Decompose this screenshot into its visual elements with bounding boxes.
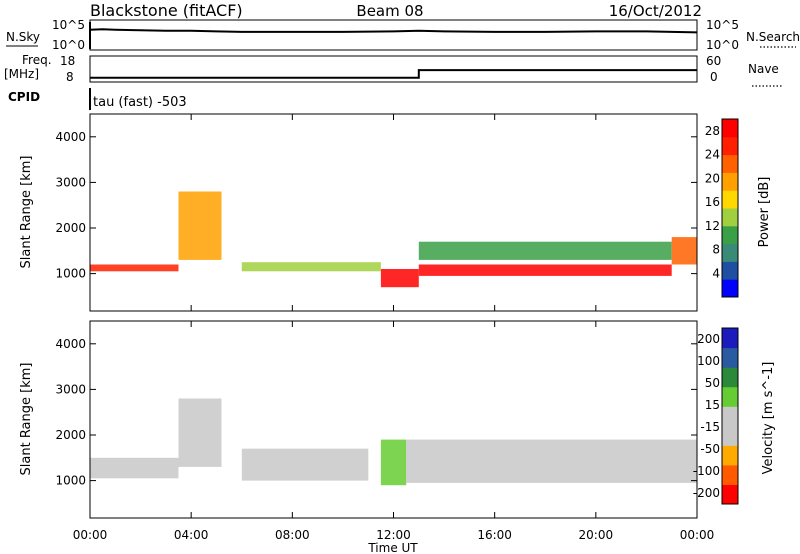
velocity-colorbar-swatch-3 xyxy=(722,425,738,446)
power-colorbar-swatch-1 xyxy=(722,261,738,280)
title-center: Beam 08 xyxy=(356,2,423,20)
velocity-colorbar-tick-0: 200 xyxy=(697,332,720,346)
echo-band-1 xyxy=(178,191,222,260)
velocity-colorbar-tick-5: -50 xyxy=(700,442,720,456)
velocity-colorbar-title: Velocity [m s^-1] xyxy=(761,362,776,475)
noise-tick-left-bottom: 10^0 xyxy=(52,38,85,52)
velocity-colorbar-swatch-2 xyxy=(722,445,738,466)
power-colorbar-tick-4: 20 xyxy=(705,171,720,185)
velocity-colorbar-swatch-5 xyxy=(722,386,738,407)
echo-band-3 xyxy=(380,269,419,288)
freq-right-label: Nave xyxy=(748,62,779,76)
velocity-colorbar-frame xyxy=(721,327,739,505)
velocity-colorbar-tick-7: -200 xyxy=(693,486,720,500)
power-colorbar-swatch-7 xyxy=(722,154,738,173)
velocity-colorbar-swatch-8 xyxy=(722,328,738,349)
x-axis: 00:00 04:00 08:00 12:00 16:00 20:00 00:00 xyxy=(73,114,715,542)
power-data-layer xyxy=(90,191,697,288)
velocity-colorbar-swatch-1 xyxy=(722,464,738,485)
power-colorbar-tick-3: 16 xyxy=(705,195,720,209)
power-colorbar-tick-6: 28 xyxy=(705,124,720,138)
power-colorbar: 4 8 12 16 20 24 28 xyxy=(705,118,739,298)
power-colorbar-swatch-3 xyxy=(722,225,738,245)
frequency-line xyxy=(90,69,697,79)
velocity-y-axis-title: Slant Range [km] xyxy=(19,363,34,476)
freq-label-line1: Freq. xyxy=(22,53,52,67)
freq-tick-right-top: 60 xyxy=(706,54,721,68)
freq-panel-frame xyxy=(89,55,698,83)
power-colorbar-frame xyxy=(721,118,739,298)
power-y-axis: 1000 2000 3000 4000 xyxy=(55,130,697,281)
y-tick-label-3: 4000 xyxy=(55,130,86,144)
power-colorbar-tick-0: 4 xyxy=(712,266,720,280)
freq-tick-left-bottom: 8 xyxy=(66,70,74,84)
x-tick-label-2: 08:00 xyxy=(275,528,310,542)
velocity-colorbar-swatch-4 xyxy=(722,406,738,427)
velocity-colorbar-swatch-6 xyxy=(722,367,738,388)
power-colorbar-title: Power [dB] xyxy=(757,177,772,248)
y-tick-label-2: 3000 xyxy=(55,382,86,396)
velocity-colorbar-tick-6: -100 xyxy=(693,464,720,478)
velocity-data-layer xyxy=(90,398,697,486)
velocity-colorbar-tick-2: 50 xyxy=(705,376,720,390)
freq-tick-left-top: 18 xyxy=(60,54,75,68)
velocity-y-axis: 1000 2000 3000 4000 xyxy=(55,337,697,488)
noise-tick-right-bottom: 10^0 xyxy=(706,38,739,52)
title-right: 16/Oct/2012 xyxy=(609,2,702,20)
power-colorbar-swatch-5 xyxy=(722,190,738,209)
y-tick-label-0: 1000 xyxy=(55,267,86,281)
x-axis-title: Time UT xyxy=(367,541,418,554)
freq-tick-right-bottom: 0 xyxy=(710,70,718,84)
echo-band-1 xyxy=(178,398,222,467)
echo-band-2 xyxy=(241,448,369,481)
title-left: Blackstone (fitACF) xyxy=(90,1,243,20)
y-tick-label-1: 2000 xyxy=(55,428,86,442)
power-colorbar-swatch-2 xyxy=(722,243,738,262)
power-y-axis-title: Slant Range [km] xyxy=(19,156,34,269)
velocity-colorbar-swatch-7 xyxy=(722,347,738,368)
echo-band-2 xyxy=(241,262,381,272)
echo-band-3 xyxy=(380,439,407,486)
x-tick-label-6: 00:00 xyxy=(680,528,715,542)
cpid-mode-text: tau (fast) -503 xyxy=(93,95,187,110)
y-tick-label-1: 2000 xyxy=(55,221,86,235)
echo-band-4 xyxy=(406,439,697,483)
freq-label-line2: [MHz] xyxy=(4,67,39,81)
noise-right-label: N.Search xyxy=(746,30,800,44)
power-colorbar-swatch-4 xyxy=(722,208,738,227)
velocity-colorbar-tick-1: 100 xyxy=(697,354,720,368)
echo-band-4 xyxy=(418,264,672,276)
noise-sky-line xyxy=(89,28,698,34)
power-colorbar-swatch-0 xyxy=(722,279,738,298)
x-tick-label-5: 20:00 xyxy=(579,528,614,542)
x-tick-label-4: 16:00 xyxy=(477,528,512,542)
echo-band-5 xyxy=(418,241,672,260)
y-tick-label-2: 3000 xyxy=(55,175,86,189)
echo-band-6 xyxy=(671,237,697,265)
noise-tick-right-top: 10^5 xyxy=(706,18,739,32)
cpid-label: CPID xyxy=(8,90,40,104)
power-colorbar-tick-1: 8 xyxy=(712,243,720,257)
velocity-colorbar-swatch-0 xyxy=(722,484,738,505)
y-tick-label-3: 4000 xyxy=(55,337,86,351)
power-colorbar-swatch-6 xyxy=(722,172,738,191)
power-colorbar-swatch-8 xyxy=(722,136,738,156)
echo-band-0 xyxy=(90,457,179,479)
y-tick-label-0: 1000 xyxy=(55,474,86,488)
velocity-colorbar-tick-3: 15 xyxy=(705,398,720,412)
power-colorbar-swatch-9 xyxy=(722,119,738,138)
x-tick-label-0: 00:00 xyxy=(73,528,108,542)
echo-band-0 xyxy=(90,264,179,272)
power-colorbar-tick-5: 24 xyxy=(705,148,720,162)
x-tick-label-3: 12:00 xyxy=(376,528,411,542)
noise-panel-frame xyxy=(89,19,698,51)
noise-left-label: N.Sky xyxy=(6,30,40,44)
velocity-colorbar: 200 100 50 15 -15 -50 -100 -200 xyxy=(693,327,739,505)
x-tick-label-1: 04:00 xyxy=(174,528,209,542)
power-colorbar-tick-2: 12 xyxy=(705,219,720,233)
noise-tick-left-top: 10^5 xyxy=(52,18,85,32)
velocity-colorbar-tick-4: -15 xyxy=(700,420,720,434)
